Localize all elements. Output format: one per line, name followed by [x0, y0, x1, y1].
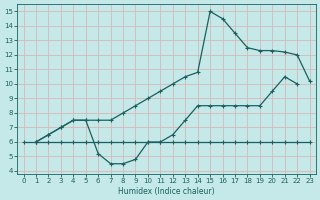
X-axis label: Humidex (Indice chaleur): Humidex (Indice chaleur): [118, 187, 215, 196]
